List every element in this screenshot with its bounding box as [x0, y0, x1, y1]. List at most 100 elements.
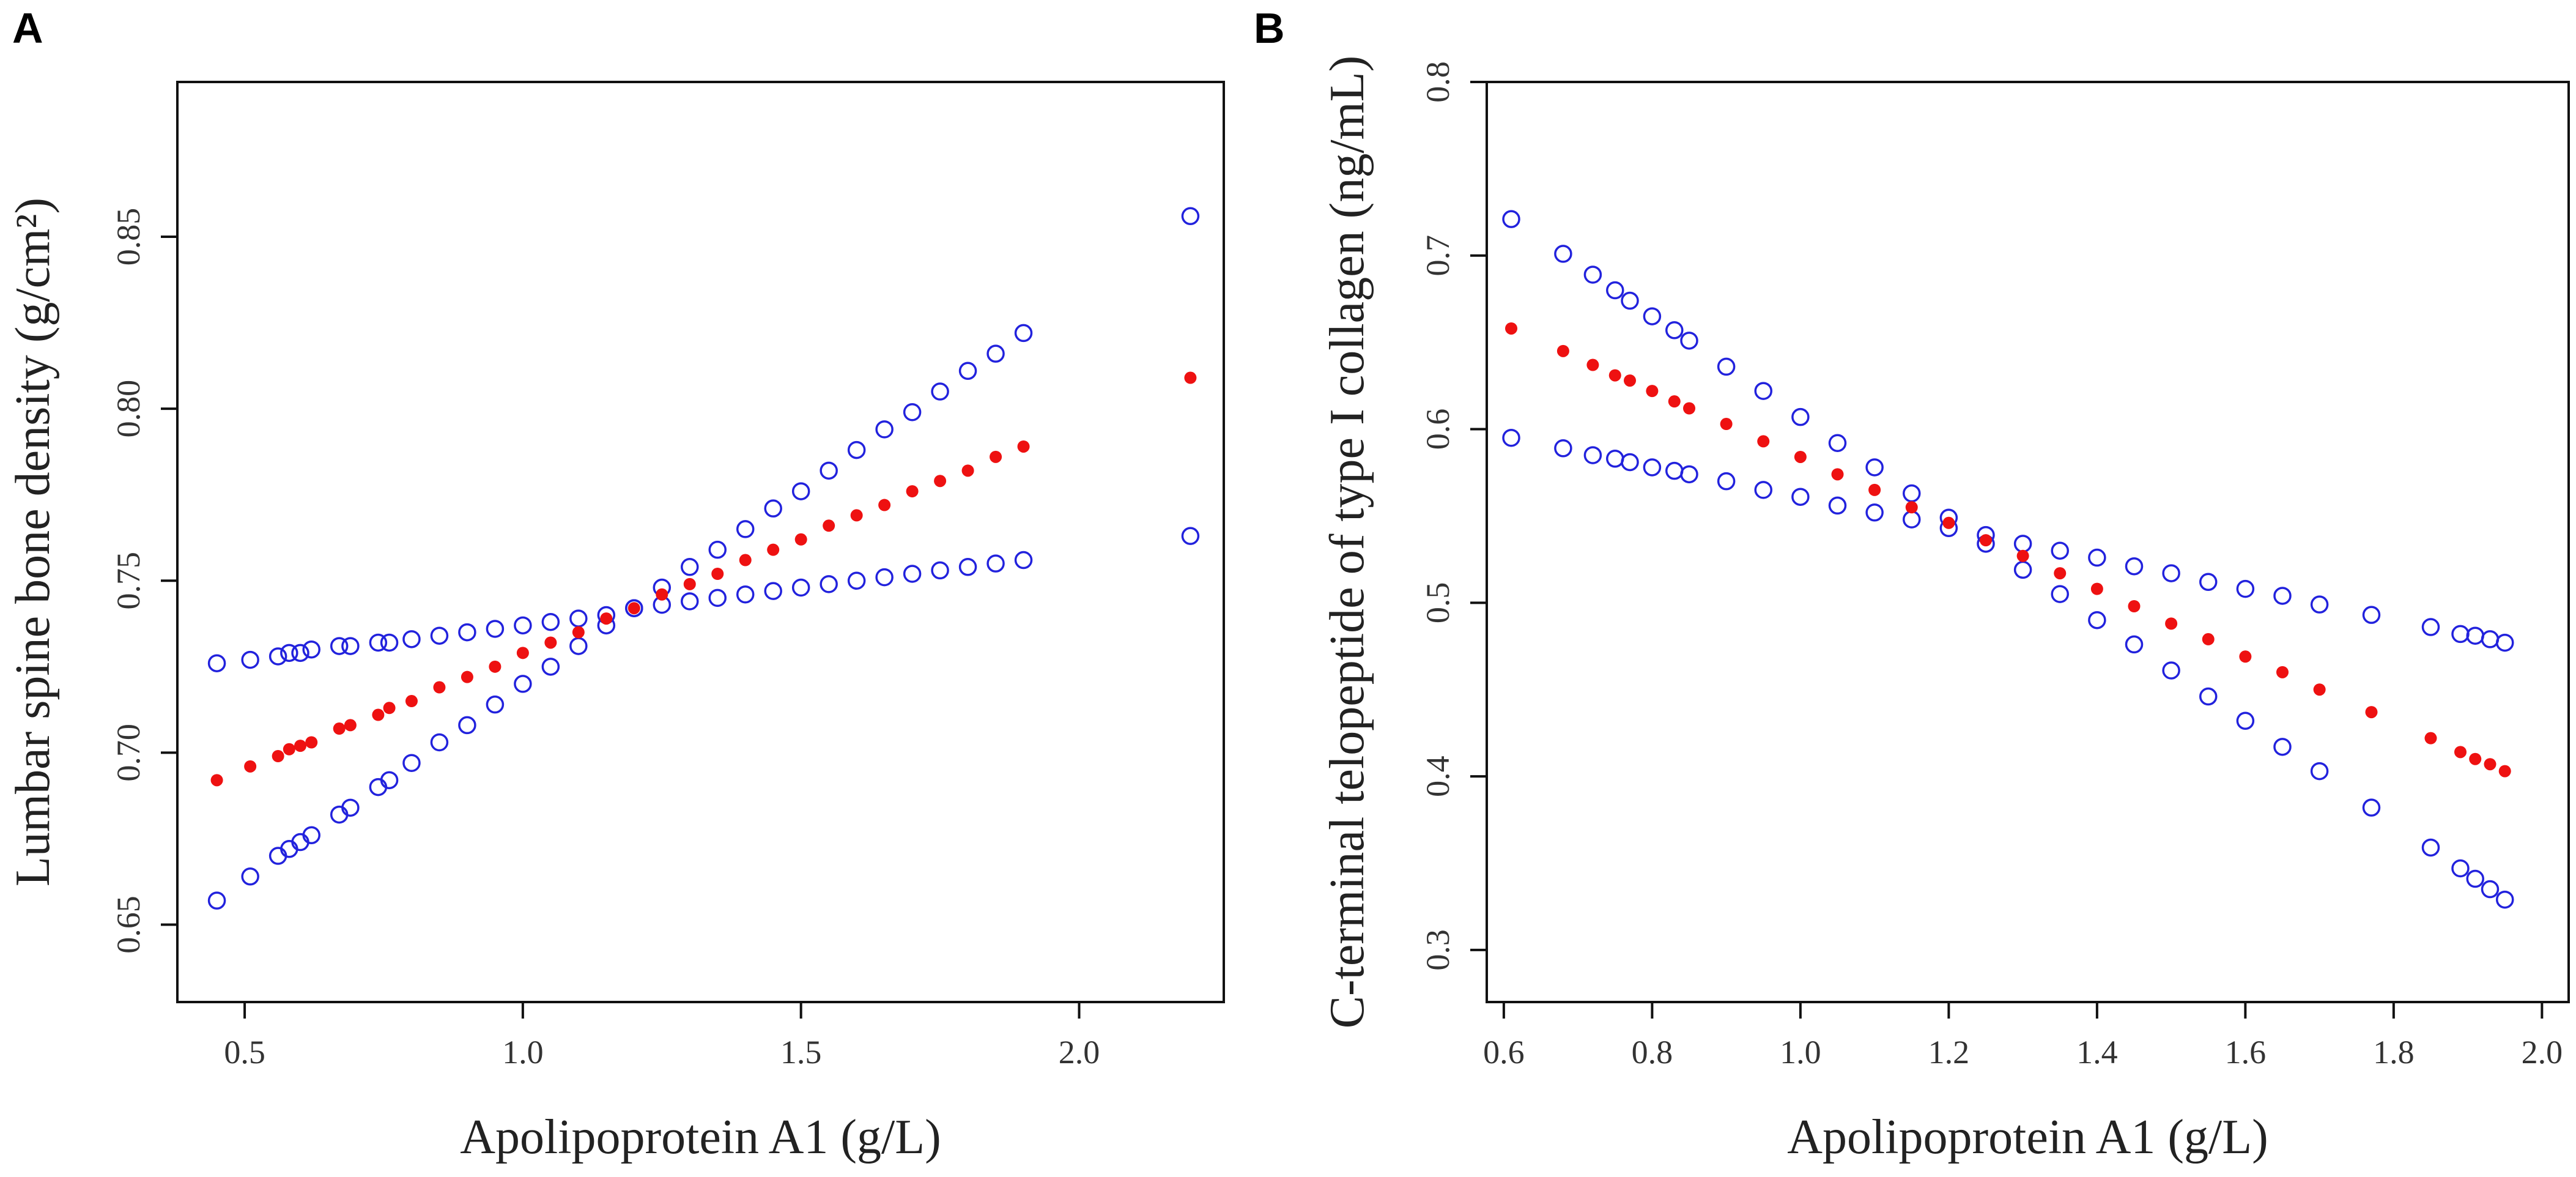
ci-point	[1554, 439, 1572, 458]
fit-point	[1831, 468, 1844, 481]
fit-point	[2469, 752, 2482, 765]
ci-point	[2310, 762, 2329, 781]
fit-point	[1794, 450, 1807, 463]
fit-point	[794, 533, 807, 546]
ci-point	[903, 565, 922, 583]
y-axis-label: Lumbar spine bone density (g/cm²)	[6, 198, 60, 886]
ci-point	[2451, 625, 2470, 644]
ci-point	[1554, 245, 1572, 263]
y-tick-label: 0.5	[1419, 582, 1456, 624]
y-tick-label: 0.70	[110, 724, 147, 782]
x-tick-label: 0.5	[224, 1034, 265, 1071]
y-tick-label: 0.80	[110, 380, 147, 438]
ci-point	[708, 588, 727, 607]
ci-point	[625, 599, 643, 617]
x-tick-label: 1.6	[2225, 1034, 2267, 1071]
ci-point	[541, 658, 560, 676]
ci-point	[1717, 472, 1736, 491]
fit-point	[1905, 501, 1918, 514]
fit-point	[2128, 600, 2141, 612]
x-tick-label: 0.6	[1483, 1034, 1525, 1071]
y-tick-label: 0.85	[110, 208, 147, 266]
ci-point	[430, 733, 449, 752]
ci-point	[1865, 458, 1884, 477]
fit-point	[544, 636, 557, 649]
fit-point	[739, 554, 752, 566]
ci-point	[903, 403, 922, 421]
x-tick-label: 2.0	[1059, 1034, 1100, 1071]
ci-point	[2362, 606, 2381, 624]
fit-point	[433, 681, 446, 694]
fit-point	[823, 519, 835, 532]
ci-point	[369, 633, 388, 652]
fit-point	[516, 647, 529, 659]
y-tick-label: 0.65	[110, 896, 147, 954]
fit-point	[1646, 385, 1659, 398]
ci-point	[958, 558, 977, 576]
ci-point	[2421, 618, 2440, 636]
ci-point	[736, 585, 755, 604]
ci-point	[2495, 633, 2514, 652]
ci-point	[764, 499, 782, 518]
ci-point	[541, 612, 560, 631]
ci-point	[1791, 407, 1810, 426]
ci-point	[458, 623, 476, 642]
ci-point	[1583, 446, 1602, 464]
fit-point	[2313, 683, 2326, 696]
fit-point	[961, 464, 974, 477]
fit-point	[1505, 322, 1518, 335]
x-axis-label: Apolipoprotein A1 (g/L)	[460, 1110, 941, 1164]
fit-point	[1720, 418, 1733, 431]
ci-point	[330, 637, 349, 655]
panel-label: A	[12, 4, 43, 52]
ci-point	[820, 575, 838, 593]
ci-point	[791, 482, 810, 500]
ci-point	[708, 540, 727, 559]
ci-point	[1606, 450, 1624, 468]
ci-point	[458, 716, 476, 735]
fit-point	[294, 740, 307, 752]
ci-point	[569, 637, 588, 655]
ci-point	[931, 382, 949, 401]
ci-point	[1502, 210, 1520, 228]
fit-point	[711, 568, 724, 581]
ci-point	[2162, 661, 2180, 680]
ci-point	[931, 561, 949, 580]
fit-point	[1624, 374, 1637, 387]
ci-point	[1583, 265, 1602, 284]
ci-point	[1754, 481, 1773, 499]
ci-point	[302, 640, 320, 659]
ci-point	[268, 647, 287, 666]
ci-point	[1606, 281, 1624, 300]
ci-point	[1665, 461, 1684, 480]
ci-point	[302, 826, 320, 845]
fit-point	[2016, 549, 2029, 562]
fit-point	[1979, 534, 1992, 547]
y-tick-label: 0.4	[1419, 756, 1456, 797]
fit-point	[1757, 435, 1770, 448]
ci-point	[847, 571, 866, 590]
ci-point	[2125, 635, 2144, 654]
ci-point	[958, 362, 977, 381]
ci-point	[875, 420, 894, 439]
fit-point	[272, 749, 284, 762]
ci-point	[1865, 503, 1884, 522]
panel-label: B	[1254, 4, 1285, 52]
fit-point	[878, 499, 891, 511]
fit-point	[850, 509, 863, 522]
ci-point	[1791, 488, 1810, 506]
fit-point	[461, 670, 473, 683]
ci-point	[207, 891, 226, 910]
ci-point	[847, 440, 866, 459]
fit-point	[906, 485, 919, 498]
fit-point	[627, 602, 640, 615]
ci-point	[986, 344, 1005, 363]
ci-point	[1902, 510, 1921, 529]
fit-point	[344, 719, 357, 732]
ci-point	[2236, 711, 2255, 730]
ci-point	[2273, 587, 2292, 605]
x-tick-label: 1.0	[1780, 1034, 1821, 1071]
ci-point	[2125, 557, 2144, 576]
x-tick-label: 0.8	[1632, 1034, 1673, 1071]
ci-point	[2199, 687, 2218, 706]
